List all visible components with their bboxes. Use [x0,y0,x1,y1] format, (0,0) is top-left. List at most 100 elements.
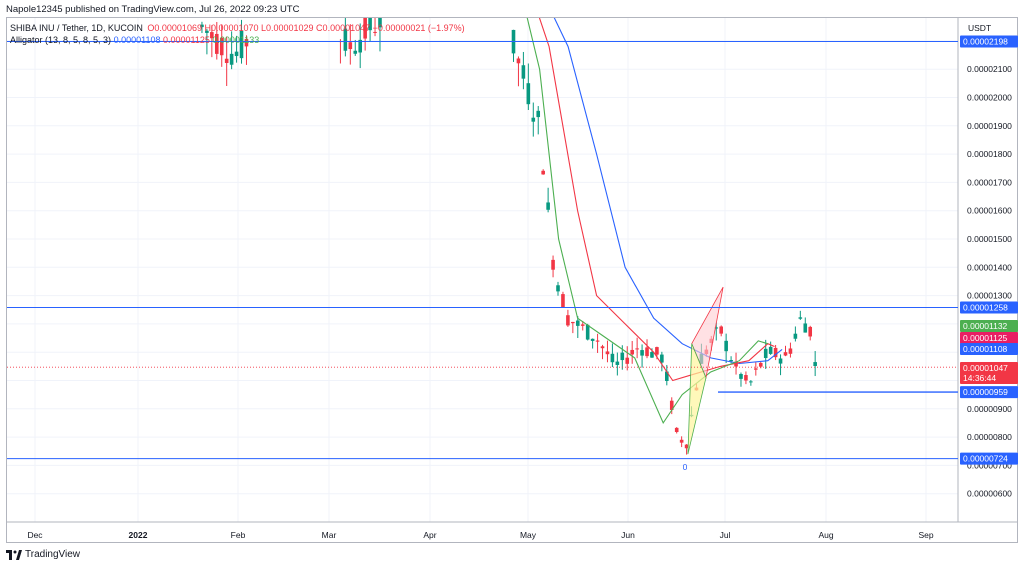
legend-ohlc: O0.00001069 H0.00001070 L0.00001029 C0.0… [147,23,465,33]
candle-body [803,323,808,333]
level-price-tag [960,301,1018,314]
y-tick-label: 0.00000900 [967,404,1012,414]
candle-body [655,347,659,355]
candle-body [580,324,585,326]
price-axis-tag-label: 0.00001108 [963,344,1008,354]
candle-body [714,327,719,329]
candle-body [744,375,748,381]
candle-body [556,285,560,292]
level-price-tag-label: 0.00001258 [963,302,1008,312]
footer-brand: TradingView [25,549,81,560]
candle-body [798,317,803,319]
candle-body [645,347,649,357]
y-tick-label: 0.00000800 [967,432,1012,442]
price-axis-tag [960,320,1018,332]
candle-body [353,50,358,54]
price-axis-tag-label: 0.00001132 [963,321,1008,331]
candle-body [665,371,669,381]
y-tick-label: 0.00002100 [967,64,1012,74]
candle-body [536,110,541,118]
x-tick-label: Feb [231,530,246,540]
candle-body [343,28,348,51]
candle-body [719,326,724,334]
candle-body [773,347,778,358]
y-tick-label: 0.00001400 [967,262,1012,272]
price-axis-tag [960,332,1018,344]
candle-body [660,354,664,363]
pattern-shape-lower [687,343,707,455]
y-tick-label: 0.00001500 [967,234,1012,244]
level-price-tag [960,452,1018,465]
candle-body [531,117,536,122]
candle-body [383,0,387,2]
candle-body [758,362,763,367]
candle-body [595,340,600,342]
candle-body [219,37,224,56]
candle-body [229,53,234,65]
pattern-point-label: 0 [683,462,688,472]
candle-body [571,321,575,324]
tradingview-logo-icon [6,549,22,560]
y-tick-label: 0.00001700 [967,177,1012,187]
candle-body [442,0,446,2]
candle-body [768,346,773,354]
candle-body [561,294,565,308]
x-tick-label: 2022 [129,530,148,540]
level-price-tag [960,386,1018,399]
candle-body [210,32,214,39]
legend-indicator-line: Alligator (13, 8, 5, 8, 5, 3) 0.00001108… [10,35,259,45]
x-tick-label: Sep [918,530,933,540]
level-price-tag-label: 0.00000959 [963,387,1008,397]
candle-body [813,362,817,366]
candle-body [610,353,615,363]
level-price-tag-label: 0.00000724 [963,454,1008,464]
candle-body [551,259,555,270]
candle-body [674,427,679,433]
candle-body [625,357,630,364]
candle-body [679,439,684,443]
candle-body [778,358,783,364]
y-tick-label: 0.00002000 [967,93,1012,103]
candles [200,0,817,455]
alligator-lips-line [526,18,768,425]
candle-body [630,349,634,355]
x-tick-label: Apr [423,530,436,540]
candle-body [729,359,733,362]
candle-body [739,373,743,379]
x-tick-label: Mar [322,530,337,540]
x-tick-label: Dec [27,530,43,540]
price-axis-tag [960,362,1018,384]
candle-body [546,202,550,210]
x-tick-label: May [520,530,537,540]
candle-body [684,444,689,449]
candle-body [724,340,728,352]
candle-body [640,350,644,356]
candle-body [239,30,244,59]
x-tick-label: Jul [720,530,731,540]
countdown-label: 14:36:44 [963,373,996,383]
candle-body [205,30,209,33]
candle-body [516,58,521,64]
footer: TradingView [6,549,80,560]
y-tick-label: 0.00001300 [967,291,1012,301]
candle-body [808,326,813,337]
legend-jaw-value: 0.00001108 [113,35,161,45]
candle-body [749,381,753,383]
y-tick-label: 0.00001600 [967,206,1012,216]
candle-body [605,351,610,355]
candle-body [615,361,620,365]
legend-teeth-value: 0.00001125 [162,35,210,45]
candle-body [635,348,639,350]
candle-body [244,38,249,47]
candle-body [566,315,570,326]
price-axis-tag-label: 0.00001125 [963,333,1008,343]
candle-body [378,18,382,28]
candle-body [754,368,758,370]
candle-body [348,42,353,50]
candle-body [234,51,239,57]
legend-lips-value: 0.00001133 [212,35,260,45]
y-tick-label: 0.00000700 [967,460,1012,470]
candle-body [763,348,768,359]
alligator-jaw-line [553,18,783,365]
